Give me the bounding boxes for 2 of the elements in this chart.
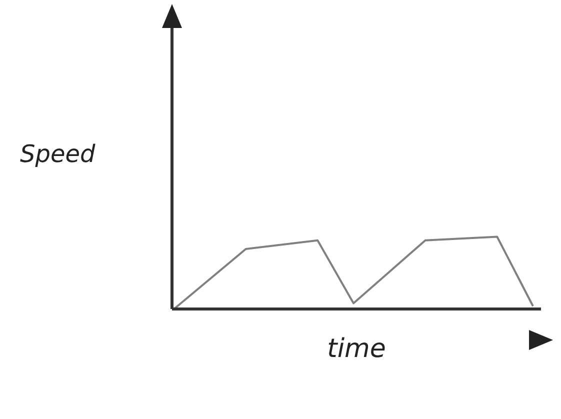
x-axis-title: time	[327, 334, 386, 364]
y-axis-title: Speed	[20, 140, 96, 168]
